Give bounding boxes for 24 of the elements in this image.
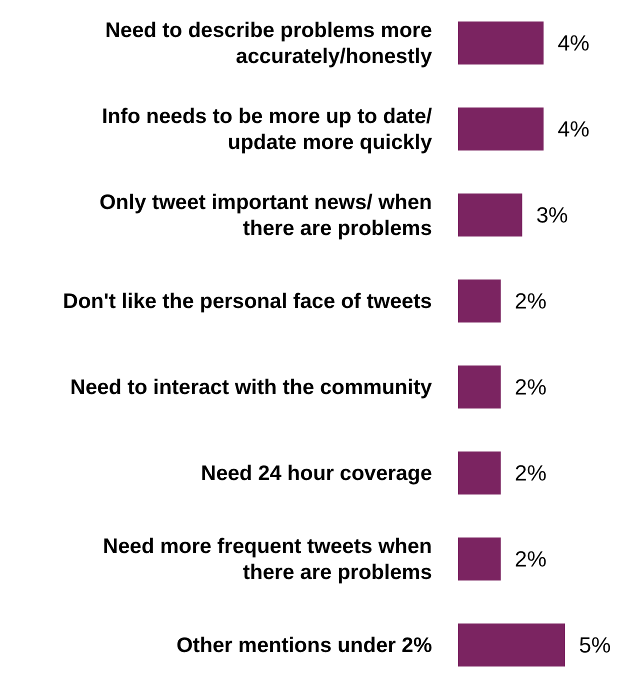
bar — [458, 22, 544, 64]
data-label: 4% — [558, 30, 590, 56]
y-tick-label: Only tweet important news/ when there are problems — [99, 190, 432, 240]
y-tick-label: Other mentions under 2% — [176, 634, 432, 656]
bar — [458, 538, 501, 580]
data-label: 2% — [514, 288, 547, 314]
y-tick-label: Need to describe problems more accurately/honestly — [105, 18, 432, 68]
bar — [458, 624, 565, 666]
bar — [458, 452, 501, 494]
y-tick-label: Don't like the personal face of tweets — [62, 290, 432, 312]
y-tick-label: Need more frequent tweets when there are problems — [102, 534, 432, 584]
data-label: 3% — [536, 202, 568, 228]
data-label: 4% — [558, 116, 590, 142]
bar — [458, 194, 522, 236]
data-label: 2% — [514, 546, 547, 572]
bar — [458, 366, 501, 408]
bar — [458, 280, 501, 322]
data-label: 5% — [579, 632, 611, 658]
data-label: 2% — [514, 374, 547, 400]
y-tick-label: Need 24 hour coverage — [200, 462, 432, 484]
y-tick-label: Info needs to be more up to date/ update more quickly — [102, 104, 432, 154]
data-label: 2% — [514, 460, 547, 486]
y-tick-label: Need to interact with the community — [70, 376, 432, 398]
bar — [458, 108, 544, 150]
